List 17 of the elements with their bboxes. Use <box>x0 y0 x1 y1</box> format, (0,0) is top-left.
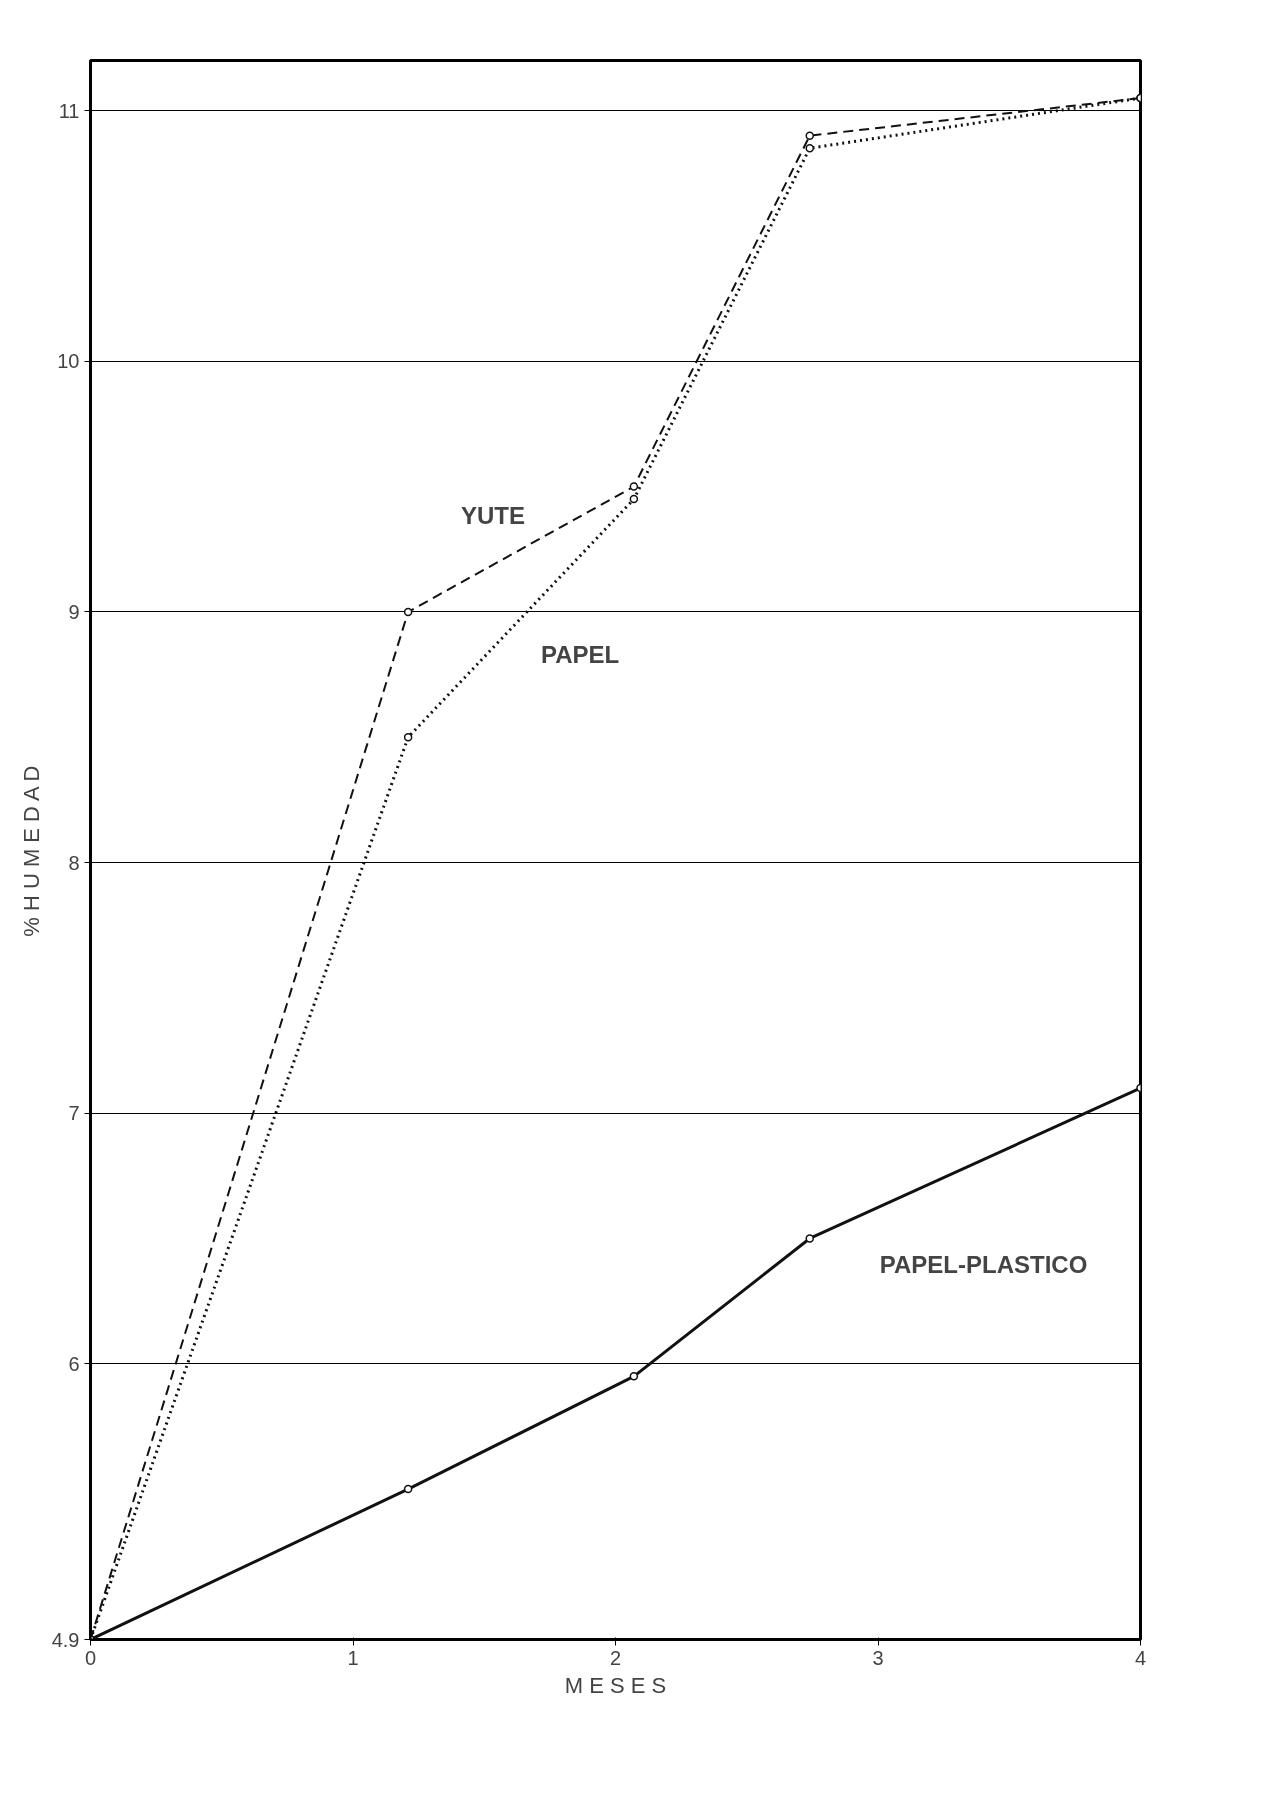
series-label: YUTE <box>461 502 526 530</box>
series-label: PAPEL-PLASTICO <box>879 1251 1088 1279</box>
y-tick-label: 9 <box>68 600 80 623</box>
x-tick-label: 3 <box>872 1646 884 1669</box>
y-tick-label: 11 <box>58 99 80 122</box>
y-tick-label: 4.9 <box>51 1628 80 1651</box>
x-axis-title: M E S E S <box>564 1672 667 1698</box>
y-tick-label: 6 <box>68 1352 80 1375</box>
x-tick-label: 2 <box>609 1646 622 1669</box>
y-axis-title: % H U M E D A D <box>18 765 44 937</box>
x-tick-label: 0 <box>84 1646 97 1669</box>
series-label: PAPEL <box>541 641 620 669</box>
y-tick-label: 7 <box>68 1102 80 1125</box>
y-tick-label: 8 <box>68 851 80 874</box>
x-tick-label: 4 <box>1134 1646 1147 1669</box>
y-tick-label: 10 <box>57 350 80 373</box>
x-tick-label: 1 <box>347 1646 359 1669</box>
